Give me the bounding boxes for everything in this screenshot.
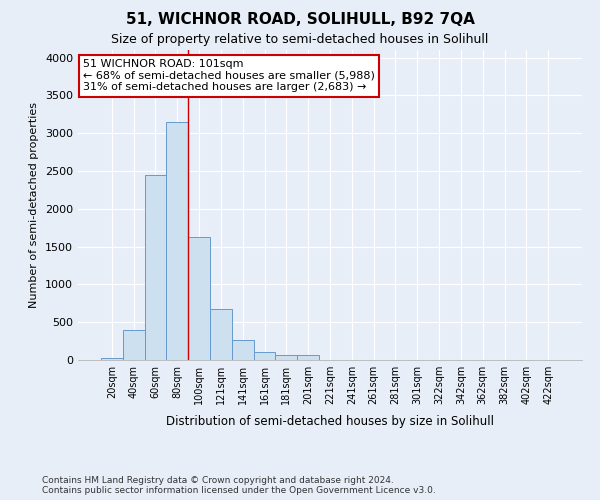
Bar [254, 352, 275, 360]
Bar [275, 355, 297, 360]
Bar [166, 122, 188, 360]
Bar [210, 309, 232, 360]
Text: 51, WICHNOR ROAD, SOLIHULL, B92 7QA: 51, WICHNOR ROAD, SOLIHULL, B92 7QA [125, 12, 475, 28]
Text: Size of property relative to semi-detached houses in Solihull: Size of property relative to semi-detach… [112, 32, 488, 46]
Bar [188, 237, 210, 360]
Bar [123, 330, 145, 360]
Text: 51 WICHNOR ROAD: 101sqm
← 68% of semi-detached houses are smaller (5,988)
31% of: 51 WICHNOR ROAD: 101sqm ← 68% of semi-de… [83, 60, 375, 92]
Text: Contains HM Land Registry data © Crown copyright and database right 2024.
Contai: Contains HM Land Registry data © Crown c… [42, 476, 436, 495]
Bar [101, 358, 123, 360]
X-axis label: Distribution of semi-detached houses by size in Solihull: Distribution of semi-detached houses by … [166, 416, 494, 428]
Bar [232, 340, 254, 360]
Bar [297, 356, 319, 360]
Bar [145, 175, 166, 360]
Y-axis label: Number of semi-detached properties: Number of semi-detached properties [29, 102, 40, 308]
